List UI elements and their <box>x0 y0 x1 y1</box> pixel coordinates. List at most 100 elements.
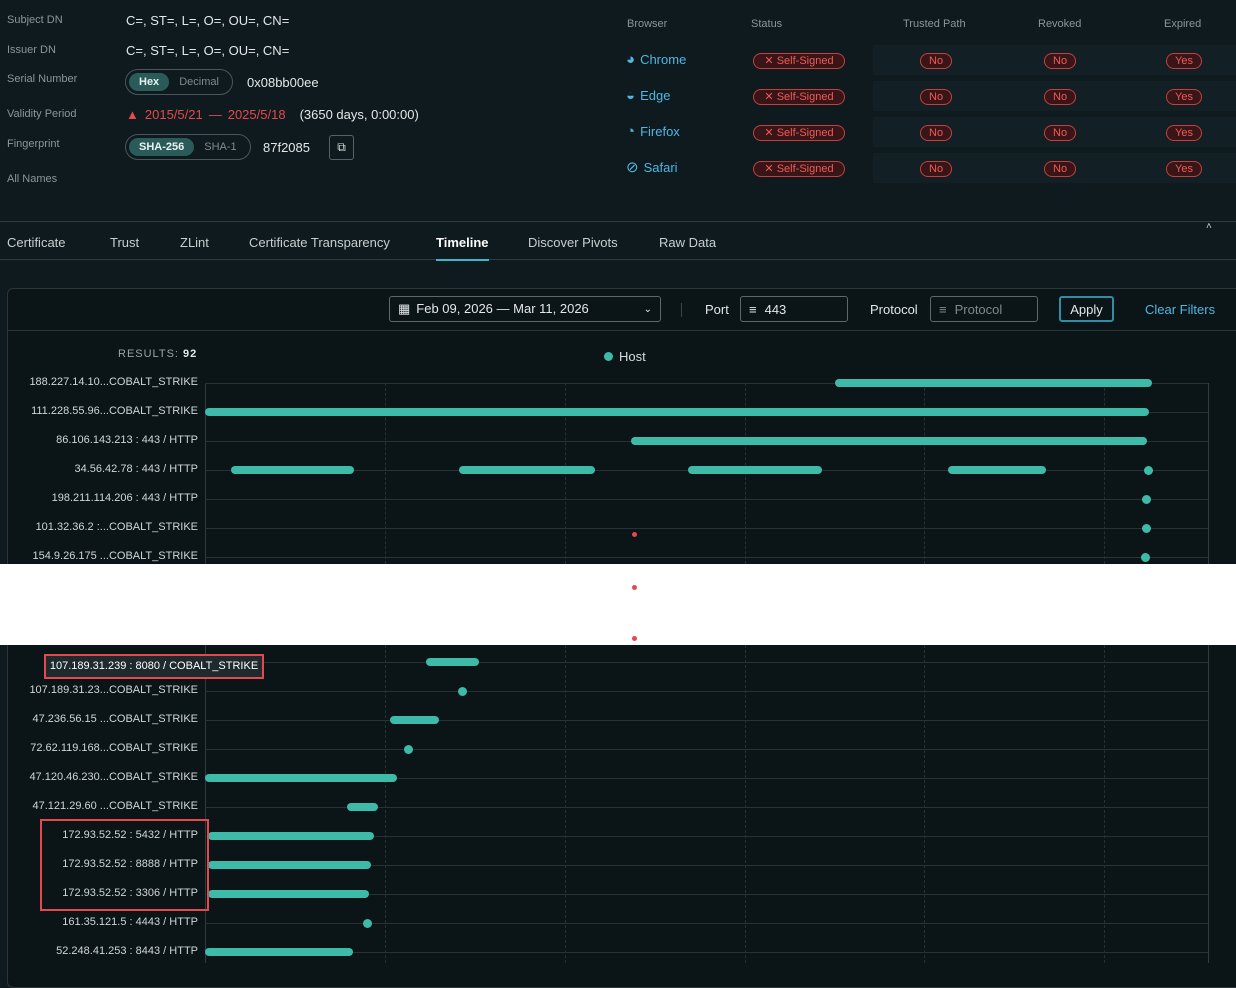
expired-badge: Yes <box>1166 89 1202 105</box>
row-line <box>205 865 1208 866</box>
host-point[interactable] <box>1142 523 1152 533</box>
results-label: RESULTS: <box>118 348 179 360</box>
y-axis-line <box>205 383 206 564</box>
subject-dn-label: Subject DN <box>7 14 63 26</box>
row-label: 52.248.41.253 : 8443 / HTTP <box>56 945 198 957</box>
host-bar[interactable] <box>205 774 398 782</box>
header-browser: Browser <box>627 18 668 30</box>
grid-line <box>924 383 925 564</box>
row-line <box>205 691 1208 692</box>
row-line <box>205 383 1208 384</box>
protocol-input[interactable]: ≡ Protocol <box>930 296 1038 322</box>
host-bar[interactable] <box>631 437 1147 445</box>
fingerprint-algorithm-toggle[interactable]: SHA-256 SHA-1 <box>125 134 251 160</box>
row-label: 172.93.52.52 : 8888 / HTTP <box>62 858 198 870</box>
plot-border <box>1208 645 1209 963</box>
header-trusted-path: Trusted Path <box>903 18 966 30</box>
row-label: 107.189.31.23...COBALT_STRIKE <box>29 684 198 696</box>
host-point[interactable] <box>1140 552 1150 562</box>
browser-name: Safari <box>643 159 678 175</box>
row-label: 47.120.46.230...COBALT_STRIKE <box>29 771 198 783</box>
row-tooltip: 107.189.31.239 : 8080 / COBALT_STRIKE <box>44 654 264 679</box>
host-bar[interactable] <box>458 466 596 474</box>
marker-dot <box>631 532 637 537</box>
port-input[interactable]: ≡ 443 <box>740 296 848 322</box>
row-label: 198.211.114.206 : 443 / HTTP <box>51 492 198 504</box>
blank-gap <box>0 564 1236 645</box>
row-line <box>205 499 1208 500</box>
expired-badge: Yes <box>1166 161 1202 177</box>
validity-start: 2015/5/21 <box>144 107 203 122</box>
clear-filters-link[interactable]: Clear Filters <box>1145 302 1216 317</box>
tab-discover-pivots[interactable]: Discover Pivots <box>528 235 618 250</box>
copy-icon[interactable]: ⧉ <box>329 135 354 160</box>
host-bar[interactable] <box>688 466 823 474</box>
host-bar[interactable] <box>205 948 353 956</box>
host-bar[interactable] <box>207 890 370 898</box>
row-label: 154.9.26.175 ...COBALT_STRIKE <box>32 550 199 562</box>
grid-line <box>385 383 386 564</box>
row-label: 111.228.55.96...COBALT_STRIKE <box>31 405 198 417</box>
host-bar[interactable] <box>948 466 1047 474</box>
issuer-dn-value: C=, ST=, L=, O=, OU=, CN= <box>126 43 290 58</box>
row-label: 101.32.36.2 :...COBALT_STRIKE <box>35 521 198 533</box>
decimal-option[interactable]: Decimal <box>179 76 219 88</box>
grid-line <box>745 645 746 963</box>
x-icon: ✕ <box>764 163 774 175</box>
validity-end: 2025/5/18 <box>227 107 286 122</box>
tab-certificate[interactable]: Certificate <box>7 235 66 250</box>
host-point[interactable] <box>1143 465 1153 475</box>
row-line <box>205 749 1208 750</box>
sha1-option[interactable]: SHA-1 <box>204 141 237 153</box>
firefox-icon: ◔ <box>626 122 636 140</box>
tab-timeline[interactable]: Timeline <box>436 235 489 261</box>
tab-bar: Certificate Trust ZLint Certificate Tran… <box>0 221 1236 261</box>
host-bar[interactable] <box>347 803 378 811</box>
host-bar[interactable] <box>205 408 1150 416</box>
results-count: RESULTS: 92 <box>118 348 197 360</box>
status-badge: ✕ Self-Signed <box>753 125 845 141</box>
host-bar[interactable] <box>231 466 355 474</box>
validity-period: ▲ 2015/5/21 — 2025/5/18 (3650 days, 0:00… <box>126 107 419 122</box>
validity-period-label: Validity Period <box>7 108 77 120</box>
trusted-path-badge: No <box>920 53 953 69</box>
tab-raw-data[interactable]: Raw Data <box>659 235 717 250</box>
row-line <box>205 528 1208 529</box>
plot-border <box>1208 383 1209 564</box>
host-bar[interactable] <box>834 379 1153 387</box>
host-bar[interactable] <box>207 832 374 840</box>
host-bar[interactable] <box>426 658 480 666</box>
host-point[interactable] <box>458 686 468 696</box>
row-line <box>205 720 1208 721</box>
browser-chrome: ◕ Chrome <box>626 47 686 71</box>
tab-trust[interactable]: Trust <box>110 235 140 250</box>
trusted-path-badge: No <box>920 89 953 105</box>
host-bar[interactable] <box>207 861 371 869</box>
browser-name: Firefox <box>640 123 680 139</box>
chart-legend[interactable]: Host <box>604 349 646 364</box>
x-icon: ✕ <box>764 91 774 103</box>
tab-certificate-transparency[interactable]: Certificate Transparency <box>249 235 390 250</box>
host-point[interactable] <box>403 744 413 754</box>
host-bar[interactable] <box>390 716 440 724</box>
date-range-picker[interactable]: ▦ Feb 09, 2026 — Mar 11, 2026 ⌄ <box>389 296 661 322</box>
date-range-value: Feb 09, 2026 — Mar 11, 2026 <box>416 301 589 316</box>
status-badge: ✕ Self-Signed <box>753 53 845 69</box>
hex-option[interactable]: Hex <box>129 73 170 91</box>
fingerprint-label: Fingerprint <box>7 138 60 150</box>
results-value: 92 <box>183 348 198 360</box>
host-point[interactable] <box>363 918 373 928</box>
tab-zlint[interactable]: ZLint <box>180 235 209 250</box>
serial-format-toggle[interactable]: Hex Decimal <box>125 69 233 95</box>
collapse-chevron-icon[interactable]: ˄ <box>1206 221 1212 232</box>
status-text: Self-Signed <box>776 55 834 67</box>
row-label: 172.93.52.52 : 5432 / HTTP <box>62 829 198 841</box>
serial-number-label: Serial Number <box>7 73 78 85</box>
sha256-option[interactable]: SHA-256 <box>129 138 195 156</box>
row-line <box>205 952 1208 953</box>
host-point[interactable] <box>1142 494 1152 504</box>
legend-host-label: Host <box>619 349 646 364</box>
apply-button[interactable]: Apply <box>1059 296 1114 322</box>
status-badge: ✕ Self-Signed <box>753 89 845 105</box>
header-revoked: Revoked <box>1038 18 1082 30</box>
